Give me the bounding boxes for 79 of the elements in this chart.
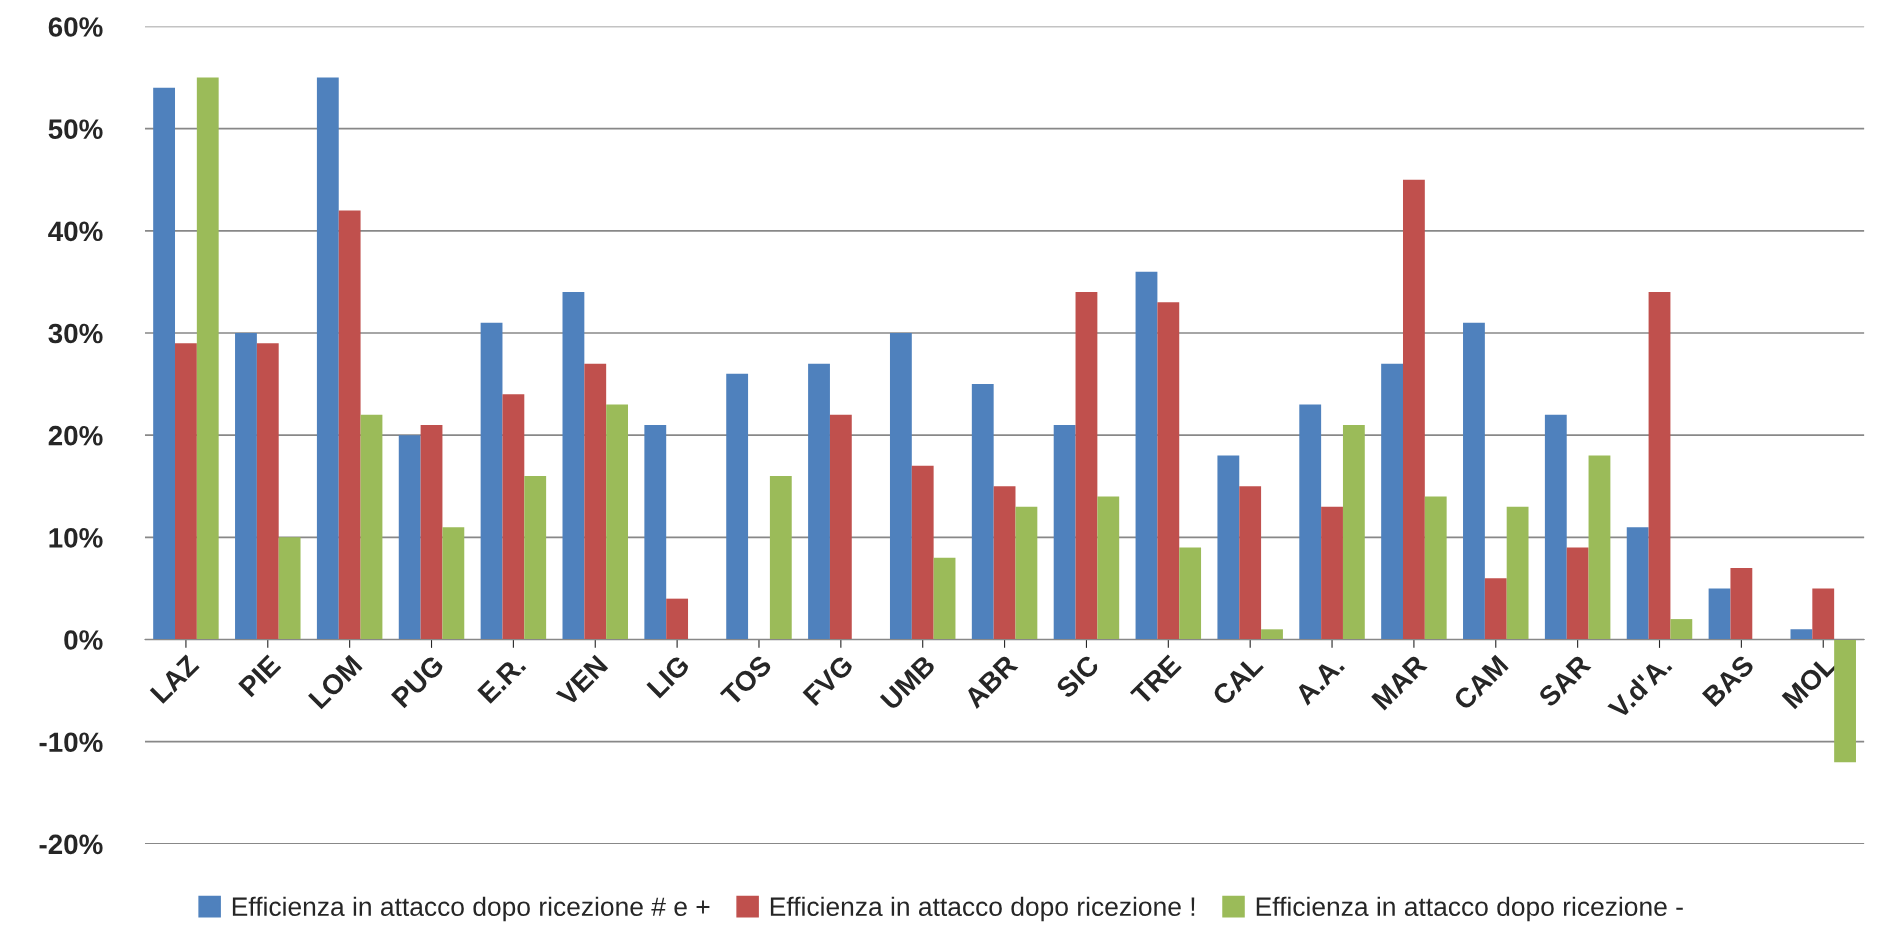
y-tick-label: 30% bbox=[48, 323, 103, 344]
x-tick-label: VEN bbox=[555, 654, 609, 708]
bar bbox=[480, 322, 503, 640]
bar bbox=[1670, 619, 1693, 640]
bar bbox=[1299, 404, 1322, 640]
bar bbox=[316, 77, 339, 640]
y-tick-label: 40% bbox=[48, 221, 103, 242]
y-tick-label: 20% bbox=[48, 425, 103, 446]
bar bbox=[606, 404, 628, 640]
bar bbox=[808, 363, 830, 640]
x-tick-label: E.R. bbox=[477, 654, 527, 704]
bar bbox=[1730, 568, 1753, 640]
bar bbox=[1588, 455, 1611, 640]
legend-label: Efficienza in attacco dopo ricezione - bbox=[1256, 896, 1683, 922]
y-tick-label: 0% bbox=[64, 630, 103, 650]
x-tick-label: A.A. bbox=[1293, 654, 1345, 706]
bar bbox=[1566, 547, 1589, 640]
bar bbox=[1135, 271, 1158, 640]
bar bbox=[1157, 302, 1180, 640]
bar bbox=[889, 332, 912, 640]
x-tick-label: LIG bbox=[646, 654, 691, 699]
y-tick-label: 10% bbox=[49, 528, 103, 548]
bar bbox=[360, 414, 383, 640]
bar bbox=[524, 476, 547, 640]
bar bbox=[584, 363, 607, 640]
bar bbox=[644, 424, 667, 640]
bar bbox=[726, 373, 749, 640]
bar bbox=[1463, 322, 1485, 640]
bar bbox=[1342, 424, 1365, 640]
legend-label: Efficienza in attacco dopo ricezione # e + bbox=[232, 896, 710, 922]
bar bbox=[911, 465, 934, 640]
bar bbox=[666, 598, 689, 640]
bar bbox=[971, 384, 994, 640]
bar bbox=[175, 343, 197, 640]
x-tick-label: CAL bbox=[1211, 653, 1264, 707]
bar bbox=[1321, 506, 1343, 640]
bar bbox=[1834, 639, 1856, 763]
bar bbox=[829, 414, 852, 640]
bar bbox=[1097, 496, 1120, 640]
y-tick-label: 50% bbox=[48, 119, 103, 139]
bar bbox=[256, 343, 279, 640]
bar bbox=[1402, 179, 1425, 640]
bar bbox=[442, 527, 465, 640]
bar bbox=[420, 424, 443, 640]
bar bbox=[1506, 506, 1529, 640]
bar bbox=[769, 476, 792, 640]
bar bbox=[1075, 292, 1098, 640]
bar bbox=[1708, 588, 1731, 640]
bar bbox=[1015, 506, 1038, 640]
bar bbox=[502, 394, 525, 640]
y-tick-label: -10% bbox=[39, 732, 103, 753]
y-tick-label: -20% bbox=[39, 834, 103, 855]
bar bbox=[278, 537, 301, 640]
y-tick-label: 60% bbox=[48, 17, 103, 37]
bar bbox=[235, 332, 257, 640]
bar bbox=[1053, 424, 1076, 640]
bar bbox=[1261, 629, 1283, 640]
bar bbox=[1217, 455, 1240, 640]
bar bbox=[153, 87, 176, 640]
bar bbox=[993, 486, 1016, 640]
bar bbox=[398, 435, 421, 640]
bar bbox=[196, 77, 219, 640]
bar bbox=[1239, 486, 1262, 640]
bar bbox=[1484, 578, 1507, 640]
bar bbox=[1648, 292, 1671, 640]
bar bbox=[933, 557, 956, 640]
bar bbox=[1812, 588, 1835, 640]
bar bbox=[1179, 547, 1202, 640]
legend-label: Efficienza in attacco dopo ricezione ! bbox=[770, 896, 1195, 922]
bar bbox=[338, 210, 361, 640]
x-tick-label: PIE bbox=[238, 654, 282, 698]
bar bbox=[1790, 629, 1813, 640]
bar bbox=[1626, 527, 1649, 640]
bar bbox=[1544, 414, 1567, 640]
bar bbox=[1424, 496, 1447, 640]
bar bbox=[562, 292, 585, 640]
x-tick-label: TOS bbox=[719, 654, 773, 707]
x-tick-label: SIC bbox=[1054, 653, 1101, 700]
bar bbox=[1381, 363, 1403, 640]
